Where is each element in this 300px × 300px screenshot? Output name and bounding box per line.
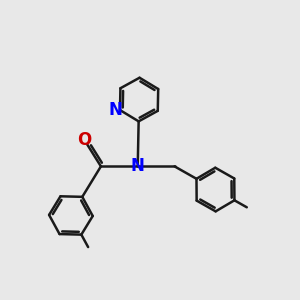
Text: O: O [77,131,91,149]
Text: N: N [108,101,122,119]
Text: N: N [131,158,145,175]
